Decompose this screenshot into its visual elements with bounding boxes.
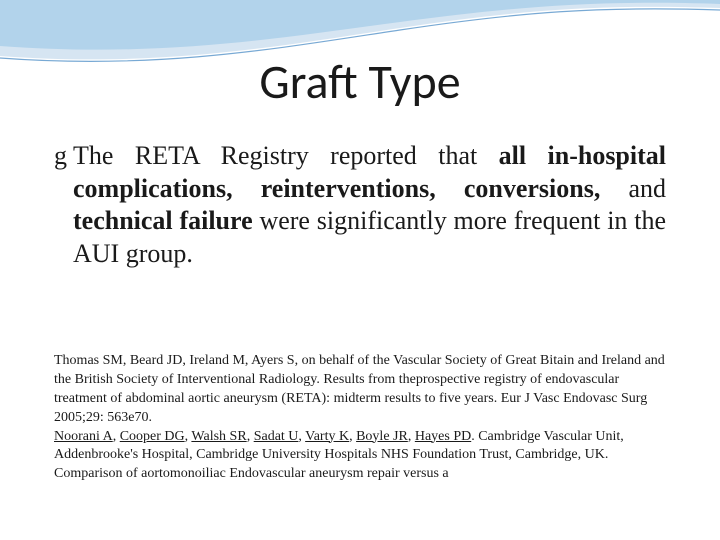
ref-text: Thomas SM, Beard JD, Ireland M, Ayers S,… [54, 353, 665, 425]
references: Thomas SM, Beard JD, Ireland M, Ayers S,… [54, 352, 666, 484]
author-link: Walsh SR [191, 429, 246, 444]
body-text: g The RETA Registry reported that all in… [54, 140, 666, 270]
bullet-icon: g [54, 140, 67, 171]
slide-title: Graft Type [0, 52, 720, 111]
ref-text: , [247, 429, 254, 444]
bullet-item: g The RETA Registry reported that all in… [54, 140, 666, 270]
author-link: Cooper DG [120, 429, 185, 444]
slide: Graft Type g The RETA Registry reported … [0, 0, 720, 540]
author-link: Boyle JR [356, 429, 408, 444]
ref-text: , [113, 429, 120, 444]
author-link: Sadat U [254, 429, 299, 444]
author-link: Noorani A [54, 429, 113, 444]
wave-inner [0, 0, 720, 50]
wave-outer [0, 0, 720, 59]
ref-text: , [408, 429, 415, 444]
author-link: Varty K [305, 429, 349, 444]
text-run: The RETA Registry reported that [73, 141, 499, 170]
author-link: Hayes PD [415, 429, 471, 444]
bold-text: technical failure [73, 206, 253, 235]
text-run: and [600, 174, 666, 203]
paragraph: The RETA Registry reported that all in-h… [73, 140, 666, 270]
